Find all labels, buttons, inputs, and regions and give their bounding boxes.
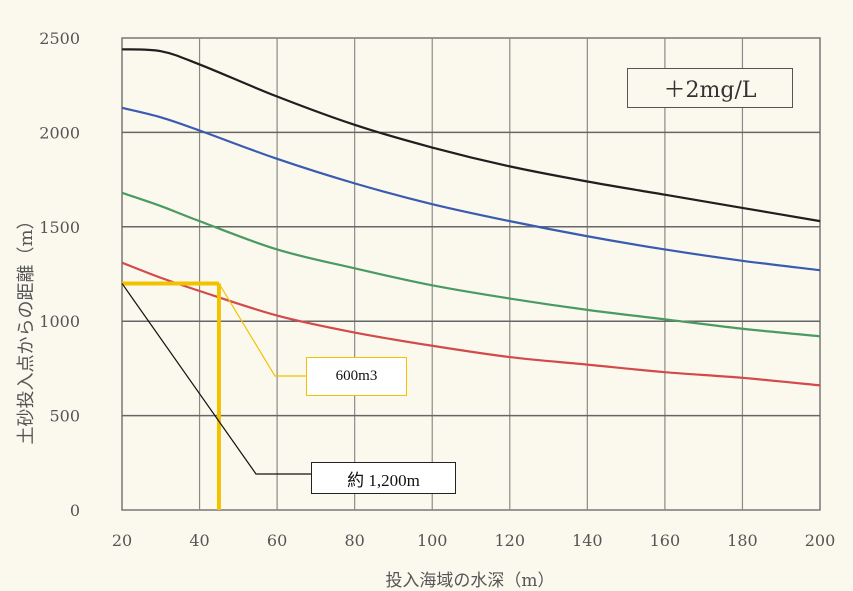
x-tick-label: 60 [267, 531, 287, 550]
x-axis-label: 投入海域の水深（m） [385, 571, 555, 591]
y-tick-label: 1000 [39, 312, 80, 331]
x-tick-label: 100 [417, 531, 448, 550]
volume-leader-line [218, 283, 306, 377]
y-tick-label: 2000 [39, 123, 80, 142]
series-line-1 [121, 48, 821, 223]
x-tick-label: 160 [650, 531, 681, 550]
series-line-2 [121, 106, 821, 272]
x-tick-label: 20 [112, 531, 132, 550]
x-tick-label: 40 [189, 531, 209, 550]
y-axis-label: 土砂投入点からの距離（m） [16, 211, 37, 445]
distance-leader-line [121, 283, 311, 475]
volume-callout: 600m3 [306, 357, 407, 396]
y-tick-label: 1500 [39, 218, 80, 237]
x-tick-label: 120 [495, 531, 526, 550]
series-line-4 [121, 261, 821, 387]
concentration-label-box: ＋2mg/L [627, 68, 793, 108]
plot-area [121, 37, 821, 511]
series-line-3 [121, 191, 821, 338]
y-tick-label: 500 [49, 407, 80, 426]
x-tick-label: 140 [572, 531, 603, 550]
distance-callout: 約 1,200m [311, 462, 456, 494]
y-tick-label: 0 [70, 501, 80, 520]
x-tick-label: 180 [727, 531, 758, 550]
x-tick-label: 200 [805, 531, 836, 550]
y-tick-label: 2500 [39, 29, 80, 48]
x-tick-label: 80 [344, 531, 364, 550]
